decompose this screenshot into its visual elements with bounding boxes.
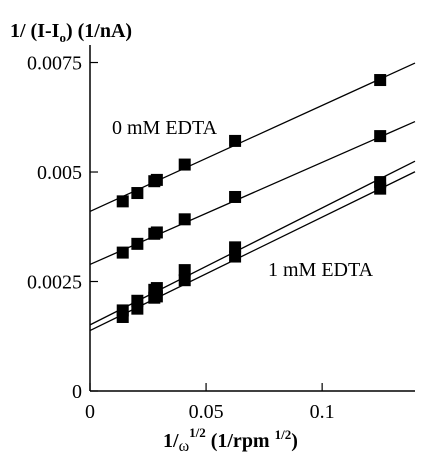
- data-point: [116, 310, 129, 323]
- data-point: [229, 250, 242, 263]
- data-point: [150, 173, 163, 186]
- x-axis-title-omega: ω: [179, 438, 190, 455]
- data-point: [131, 187, 144, 200]
- y-axis-title-sub: o: [59, 30, 66, 45]
- fit-line-3: [89, 171, 416, 332]
- data-point: [150, 226, 163, 239]
- data-point: [178, 264, 191, 277]
- data-point: [229, 190, 242, 203]
- fit-line-0: [89, 62, 416, 213]
- data-point: [374, 130, 387, 143]
- data-point: [131, 237, 144, 250]
- fit-line-2: [89, 160, 416, 326]
- x-axis-title-main: 1/: [163, 430, 179, 452]
- data-point: [116, 246, 129, 259]
- data-point: [178, 213, 191, 226]
- data-point: [229, 134, 242, 147]
- data-point: [116, 195, 129, 208]
- x-tick-label: 0.1: [310, 401, 335, 423]
- y-axis-title: 1/ (I-Io) (1/nA): [10, 20, 132, 45]
- y-tick-label: 0.0075: [27, 53, 82, 75]
- data-point: [374, 74, 387, 87]
- y-axis-title-main: 1/ (I-I: [10, 20, 60, 42]
- x-axis-title-rest: (1/rpm: [206, 430, 275, 452]
- x-axis-title-sup2: 1/2: [275, 427, 292, 442]
- fit-lines: [89, 62, 416, 332]
- y-tick-label: 0.005: [37, 162, 82, 184]
- data-point: [178, 274, 191, 287]
- data-point: [374, 182, 387, 195]
- x-axis-title-close: ): [291, 430, 298, 452]
- x-tick-label: 0: [85, 401, 95, 423]
- data-point: [131, 302, 144, 315]
- y-tick-label: 0.0025: [27, 272, 82, 294]
- data-point: [229, 241, 242, 254]
- y-axis-title-rest: ) (1/nA): [66, 20, 132, 42]
- x-axis: 0 0.05 0.1: [85, 383, 335, 423]
- annotation-1mm-edta: 1 mM EDTA: [268, 259, 374, 281]
- annotation-0mm-edta: 0 mM EDTA: [112, 117, 218, 139]
- x-axis-title: 1/ω1/2 (1/rpm 1/2): [163, 425, 298, 455]
- x-tick-label: 0.05: [189, 401, 224, 423]
- x-axis-title-sup1: 1/2: [189, 425, 206, 440]
- data-markers: [116, 74, 387, 323]
- plot-frame: [89, 45, 415, 392]
- data-point: [150, 290, 163, 303]
- data-point: [178, 158, 191, 171]
- fit-line-1: [89, 120, 416, 266]
- y-axis: 0 0.0025 0.005 0.0075: [27, 53, 98, 403]
- y-tick-label: 0: [72, 381, 82, 403]
